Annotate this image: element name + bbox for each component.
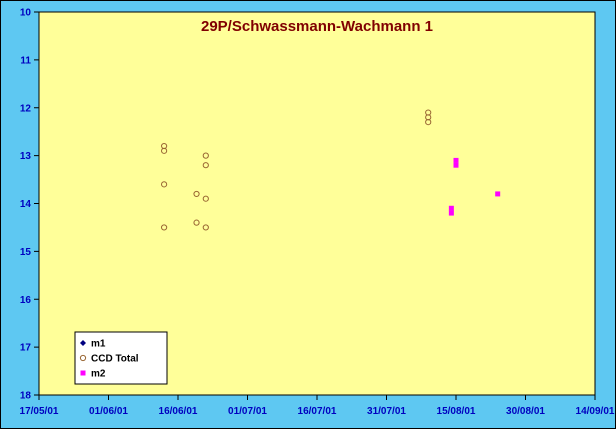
legend-label: CCD Total	[91, 354, 139, 365]
x-tick-label: 31/07/01	[367, 406, 406, 417]
legend-marker	[79, 354, 87, 362]
legend-marker	[80, 370, 86, 376]
chart-title: 29P/Schwassmann-Wachmann 1	[201, 18, 433, 35]
data-point	[202, 162, 209, 169]
data-point	[202, 224, 209, 231]
data-point	[448, 210, 454, 216]
data-point	[161, 224, 168, 231]
data-point	[202, 195, 209, 202]
x-tick-label: 14/09/01	[576, 406, 615, 417]
x-axis: 17/05/01 01/06/01 16/06/01 01/07/01 16/07/01…	[20, 395, 615, 417]
legend-marker	[80, 340, 86, 346]
data-point	[193, 190, 200, 198]
data-point	[448, 205, 454, 211]
data-points	[161, 109, 501, 231]
x-tick-label: 16/06/01	[159, 406, 198, 417]
x-tick-label: 17/05/01	[20, 406, 59, 417]
data-point	[425, 119, 432, 126]
data-point	[453, 157, 459, 163]
plot-area	[38, 11, 596, 396]
data-point	[193, 219, 200, 226]
legend-box	[74, 331, 168, 385]
y-tick-label: 12	[20, 103, 32, 114]
data-point	[495, 191, 501, 197]
y-tick-label: 13	[20, 151, 32, 162]
y-tick-label: 15	[20, 247, 32, 258]
y-tick-label: 18	[20, 391, 32, 402]
x-tick-label: 30/08/01	[506, 406, 545, 417]
x-tick-label: 01/07/01	[228, 406, 267, 417]
legend-label: m1	[91, 339, 106, 350]
y-axis: 10 11 12 13 14 15 16 17 18	[20, 8, 39, 402]
legend: m1 CCD Total m2	[74, 331, 168, 385]
x-tick-label: 16/07/01	[298, 406, 337, 417]
x-tick-label: 15/08/01	[437, 406, 476, 417]
y-tick-label: 10	[20, 8, 32, 19]
data-point	[202, 152, 209, 159]
y-tick-label: 17	[20, 343, 32, 354]
data-point	[161, 181, 168, 188]
data-point	[161, 147, 168, 154]
y-tick-label: 14	[20, 199, 32, 210]
legend-label: m2	[91, 369, 106, 380]
y-tick-label: 11	[20, 55, 31, 66]
x-tick-label: 01/06/01	[89, 406, 128, 417]
y-tick-label: 16	[20, 295, 32, 306]
data-point	[453, 162, 459, 168]
